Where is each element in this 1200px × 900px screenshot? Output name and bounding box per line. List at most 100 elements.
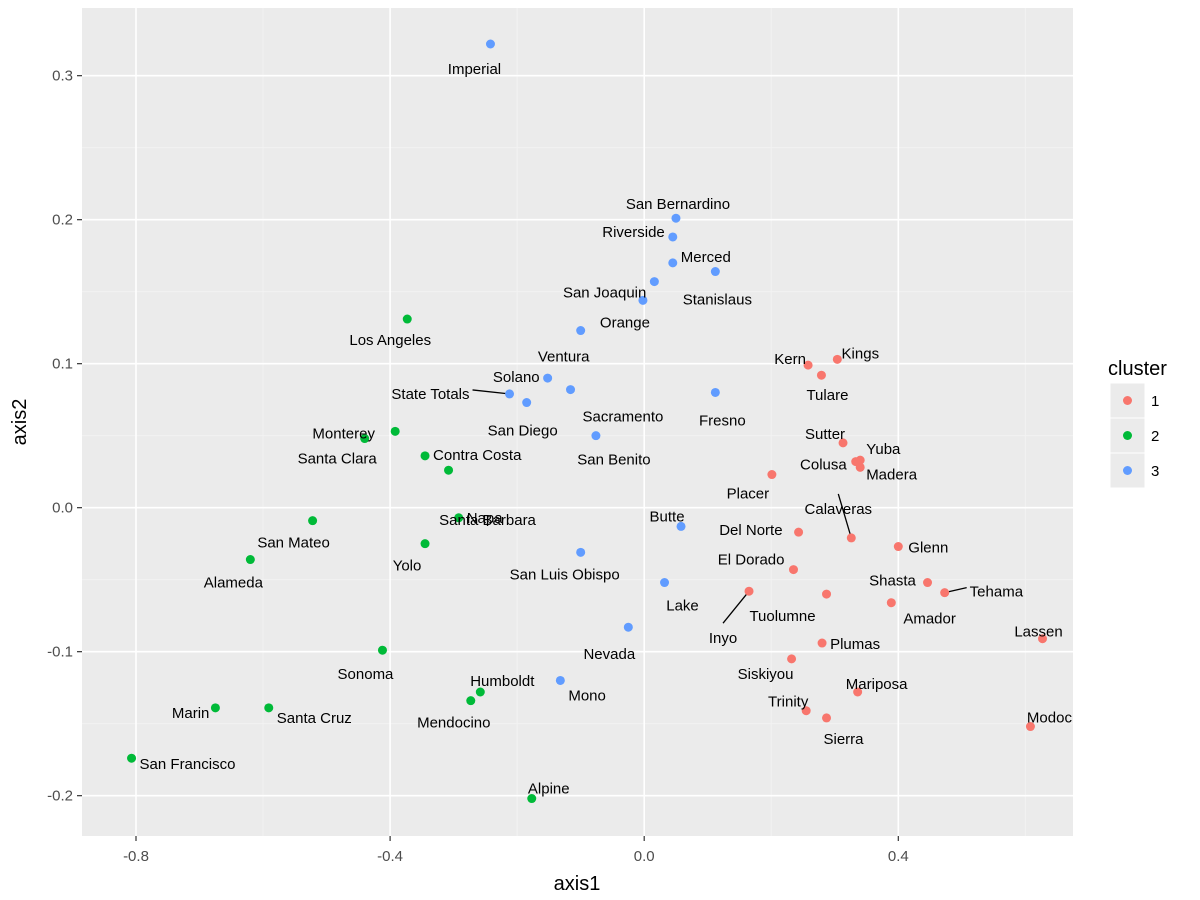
label-leader-line [837,493,852,539]
data-point [245,555,255,565]
major-gridlines [82,8,1073,836]
point-label: Los Angeles [349,332,431,349]
minor-gridlines [82,8,1073,836]
data-point [454,513,464,523]
data-point [555,675,565,685]
point-label: Napa [467,510,504,527]
point-label: Madera [866,466,918,483]
point-label: San Benito [577,452,650,469]
y-axis-title: axis2 [9,399,31,446]
data-point [377,645,387,655]
point-label: Amador [903,611,956,628]
label-leader-line [472,389,510,395]
data-point [308,516,318,526]
point-label: Santa Cruz [277,710,352,727]
data-point [923,578,933,588]
point-label: Kings [842,345,880,362]
x-tick-label: -0.4 [377,848,403,865]
data-point [744,586,754,596]
data-point [475,687,485,697]
point-label: Stanislaus [683,292,752,309]
data-point [671,213,681,223]
data-point [649,277,659,287]
legend-label: 2 [1151,428,1159,445]
data-point [264,703,274,713]
data-point [210,703,220,713]
point-label: Merced [681,249,731,266]
data-point [838,438,848,448]
data-point [505,389,515,399]
point-label: Monterey [312,426,375,443]
x-tick-label: -0.8 [123,848,149,865]
legend-label: 1 [1151,393,1159,410]
data-point [1038,634,1048,644]
y-tick-label: -0.1 [47,644,73,661]
data-point [794,527,804,537]
point-label: Mendocino [417,715,490,732]
data-point [940,588,950,598]
legend-swatch [1123,466,1132,475]
data-point [543,373,553,383]
point-labels: Imperial San Bernardino Riverside Merced Sta… [140,61,1073,798]
point-label: Siskiyou [738,666,794,683]
data-point [801,706,811,716]
data-point [466,696,476,706]
data-point [788,565,798,575]
data-point [566,385,576,395]
point-label: Ventura [538,349,590,366]
legend-swatch [1123,396,1132,405]
label-leader-line [722,590,750,624]
point-label: Inyo [709,630,737,647]
data-point [660,578,670,588]
point-label: Lake [666,598,699,615]
point-label: Trinity [768,694,809,711]
legend-label: 3 [1151,463,1159,480]
point-label: Fresno [699,412,746,429]
data-point [710,267,720,277]
point-label: Imperial [448,61,501,78]
data-point [527,794,537,804]
point-label: Colusa [800,457,847,474]
x-tick-label: 0.0 [634,848,655,865]
legend: cluster 1 2 3 [1108,358,1167,489]
point-label: Shasta [869,573,916,590]
data-point [444,465,454,475]
data-point [485,39,495,49]
data-points [127,39,1048,804]
data-point [886,598,896,608]
data-point [522,398,532,408]
data-point [576,326,586,336]
point-label: Contra Costa [433,447,522,464]
point-label: Sonoma [338,666,395,683]
point-label: Marin [172,705,210,722]
point-label: Lassen [1014,624,1062,641]
data-point [846,533,856,543]
point-label: Yuba [866,441,901,458]
point-label: Sierra [824,731,865,748]
data-point [623,622,633,632]
data-point [710,387,720,397]
data-point [420,539,430,549]
legend-title: cluster [1108,358,1167,380]
point-label: Placer [727,486,770,503]
point-label: Santa Clara [298,450,378,467]
y-tick-label: 0.1 [52,356,73,373]
point-label: Plumas [830,636,880,653]
point-label: Sacramento [583,409,664,426]
data-point [822,713,832,723]
point-label: Sutter [805,426,845,443]
data-point [893,542,903,552]
point-label: Mariposa [846,676,908,693]
data-point [668,232,678,242]
point-label: Alameda [204,575,264,592]
y-tick-label: -0.2 [47,788,73,805]
point-label: Tehama [970,584,1024,601]
point-label: Humboldt [470,673,535,690]
data-point [402,314,412,324]
point-label: Calaveras [805,501,873,518]
point-label: Modoc [1027,710,1073,727]
data-point [676,521,686,531]
data-point [638,295,648,305]
point-label: Yolo [393,558,422,575]
data-point [576,547,586,557]
